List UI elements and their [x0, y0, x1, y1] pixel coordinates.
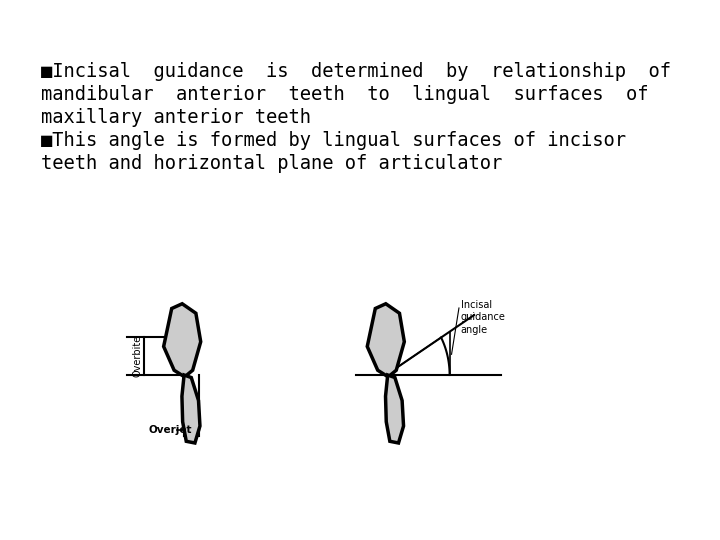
Text: teeth and horizontal plane of articulator: teeth and horizontal plane of articulato…: [41, 154, 502, 173]
Polygon shape: [182, 375, 200, 443]
Text: mandibular  anterior  teeth  to  lingual  surfaces  of: mandibular anterior teeth to lingual sur…: [41, 85, 648, 104]
Text: Incisal
guidance
angle: Incisal guidance angle: [461, 300, 505, 335]
Text: ■This angle is formed by lingual surfaces of incisor: ■This angle is formed by lingual surface…: [41, 131, 626, 150]
Text: Overjet: Overjet: [148, 425, 192, 435]
Polygon shape: [367, 303, 405, 377]
Text: maxillary anterior teeth: maxillary anterior teeth: [41, 108, 311, 127]
Text: ■Incisal  guidance  is  determined  by  relationship  of: ■Incisal guidance is determined by relat…: [41, 62, 671, 81]
Text: Overbite: Overbite: [132, 335, 143, 377]
Polygon shape: [163, 303, 201, 377]
Polygon shape: [385, 375, 403, 443]
